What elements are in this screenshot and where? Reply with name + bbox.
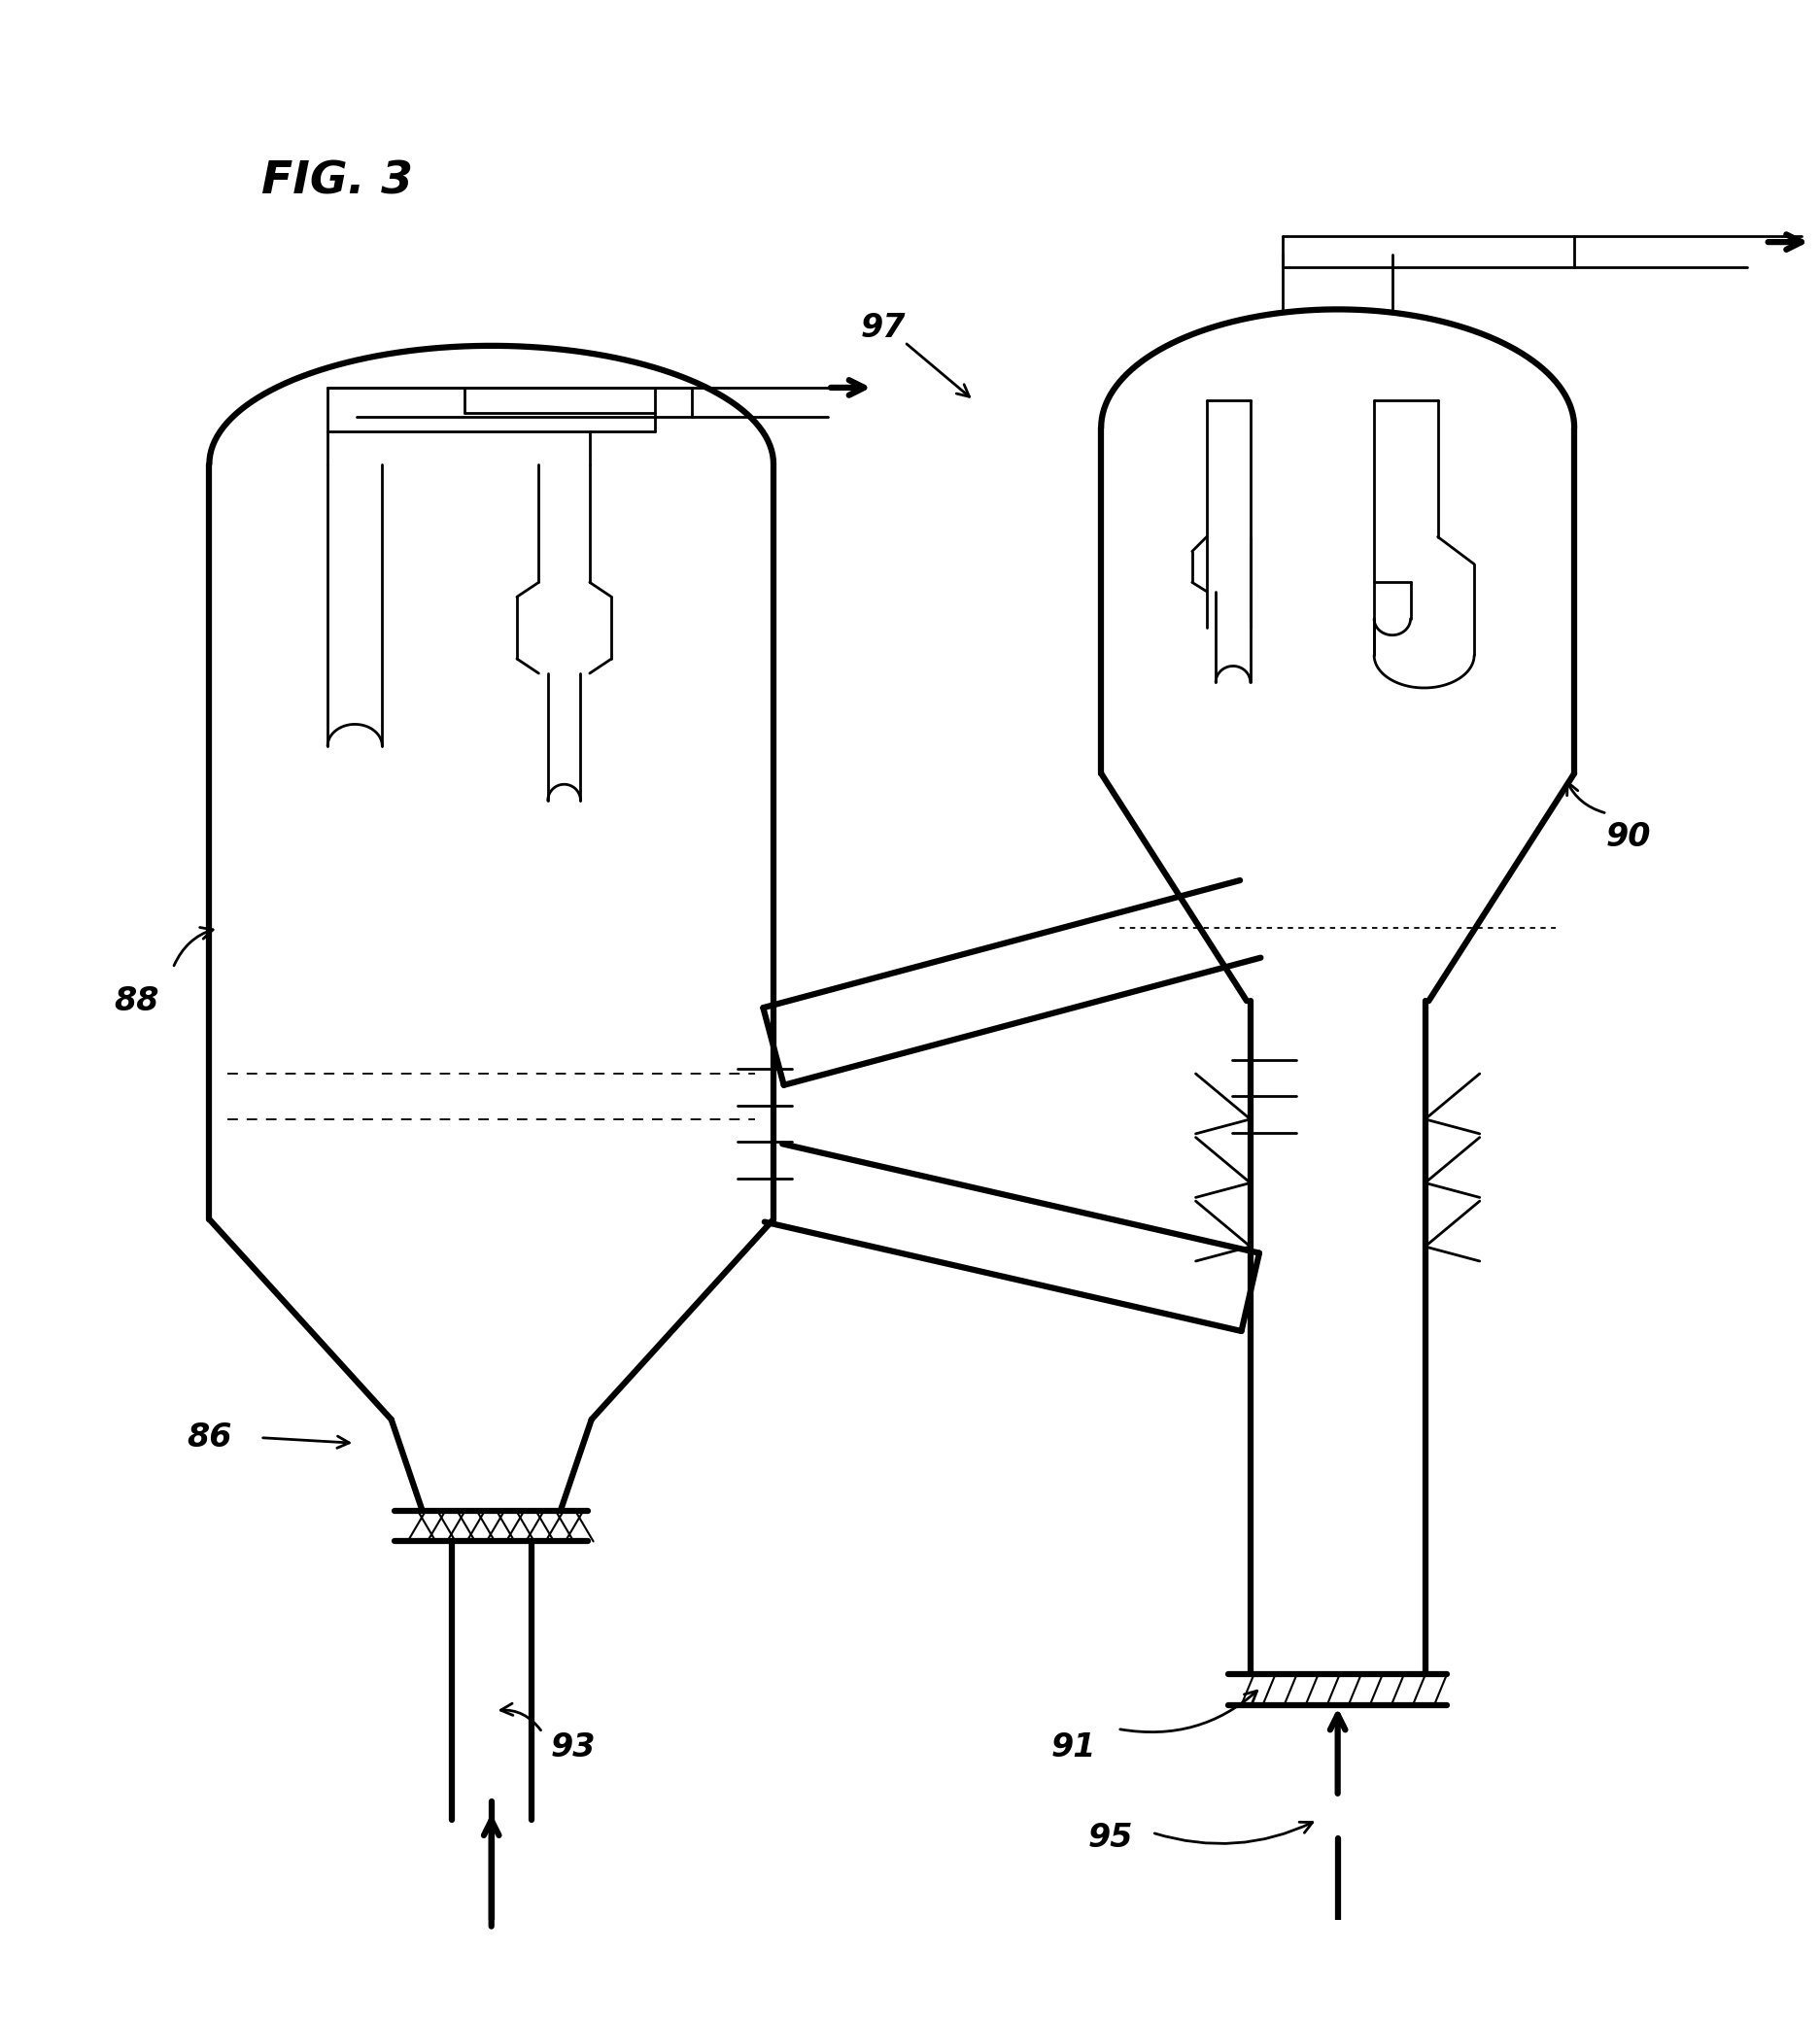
Text: 93: 93: [551, 1731, 595, 1763]
Text: FIG. 3: FIG. 3: [260, 160, 413, 204]
Text: 91: 91: [1052, 1731, 1096, 1763]
Text: 86: 86: [187, 1422, 231, 1454]
Text: 97: 97: [861, 311, 905, 343]
Text: 88: 88: [115, 986, 158, 1016]
Text: 95: 95: [1088, 1822, 1132, 1854]
Text: 90: 90: [1607, 820, 1651, 852]
